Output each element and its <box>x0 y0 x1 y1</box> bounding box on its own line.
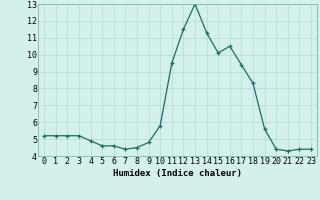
X-axis label: Humidex (Indice chaleur): Humidex (Indice chaleur) <box>113 169 242 178</box>
